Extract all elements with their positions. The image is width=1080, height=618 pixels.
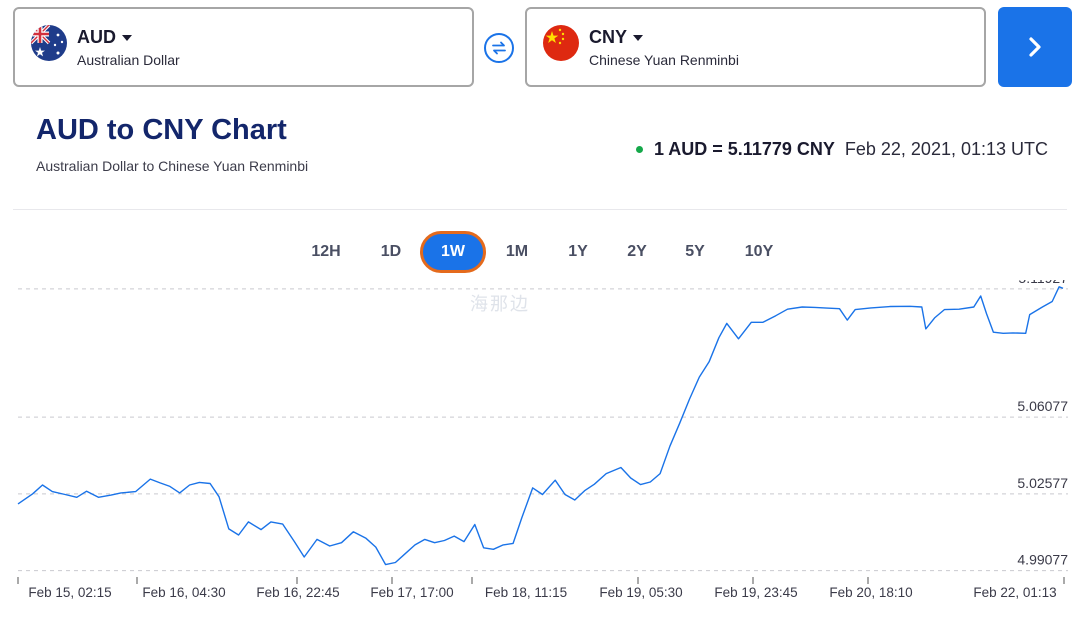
x-tick-label: Feb 19, 05:30 bbox=[599, 585, 682, 600]
current-rate: 1 AUD = 5.11779 CNY Feb 22, 2021, 01:13 … bbox=[635, 139, 1048, 160]
watermark: 海那边 bbox=[470, 294, 530, 314]
x-tick-label: Feb 22, 01:13 bbox=[973, 585, 1056, 600]
to-currency-select[interactable]: CNY Chinese Yuan Renminbi bbox=[525, 7, 986, 87]
tab-1d[interactable]: 1D bbox=[380, 243, 402, 260]
tab-5y[interactable]: 5Y bbox=[685, 243, 705, 260]
australia-flag-icon bbox=[31, 25, 67, 61]
from-currency-select[interactable]: AUD Australian Dollar bbox=[13, 7, 474, 87]
series-line bbox=[17, 286, 1064, 566]
chevron-right-icon bbox=[1029, 37, 1041, 57]
y-tick-label: 5.02577 bbox=[1017, 475, 1068, 491]
x-tick-label: Feb 16, 04:30 bbox=[142, 585, 225, 600]
time-range-tabs: 12H 1D 1W 1M 1Y 2Y 5Y 10Y bbox=[0, 231, 1080, 273]
y-tick-label: 4.99077 bbox=[1017, 552, 1068, 568]
x-tick-label: Feb 17, 17:00 bbox=[370, 585, 453, 600]
china-flag-icon bbox=[543, 25, 579, 61]
rate-timestamp: Feb 22, 2021, 01:13 UTC bbox=[844, 139, 1048, 159]
tab-10y[interactable]: 10Y bbox=[744, 243, 774, 260]
x-tick-label: Feb 20, 18:10 bbox=[829, 585, 912, 600]
tab-12h[interactable]: 12H bbox=[311, 243, 341, 260]
tab-1y[interactable]: 1Y bbox=[568, 243, 588, 260]
tab-1w[interactable]: 1W bbox=[420, 231, 486, 273]
from-currency-code: AUD bbox=[77, 26, 116, 47]
convert-go-button[interactable] bbox=[998, 7, 1072, 87]
page-title: AUD to CNY Chart bbox=[36, 114, 287, 146]
rate-line-chart: 5.11927 5.06077 5.02577 4.99077 Feb 15, 02:1… bbox=[17, 280, 1068, 600]
tab-2y[interactable]: 2Y bbox=[627, 243, 647, 260]
x-tick-label: Feb 18, 11:15 bbox=[485, 585, 567, 600]
x-tick-label: Feb 19, 23:45 bbox=[714, 585, 797, 600]
page-subtitle: Australian Dollar to Chinese Yuan Renmin… bbox=[36, 158, 309, 174]
x-tick-label: Feb 16, 22:45 bbox=[256, 585, 339, 600]
caret-down-icon bbox=[122, 35, 132, 41]
swap-currencies-button[interactable] bbox=[484, 33, 514, 63]
to-currency-code: CNY bbox=[589, 26, 628, 47]
divider bbox=[13, 209, 1067, 210]
live-status-dot-icon bbox=[635, 146, 643, 153]
from-currency-name: Australian Dollar bbox=[77, 51, 180, 68]
y-tick-label: 5.11927 bbox=[1018, 280, 1068, 286]
tab-1m[interactable]: 1M bbox=[505, 243, 529, 260]
to-currency-name: Chinese Yuan Renminbi bbox=[589, 51, 739, 68]
swap-arrows-icon bbox=[492, 41, 506, 55]
y-tick-label: 5.06077 bbox=[1017, 398, 1068, 414]
x-tick-label: Feb 15, 02:15 bbox=[28, 585, 111, 600]
caret-down-icon bbox=[633, 35, 644, 41]
rate-value: 1 AUD = 5.11779 CNY bbox=[653, 139, 835, 159]
